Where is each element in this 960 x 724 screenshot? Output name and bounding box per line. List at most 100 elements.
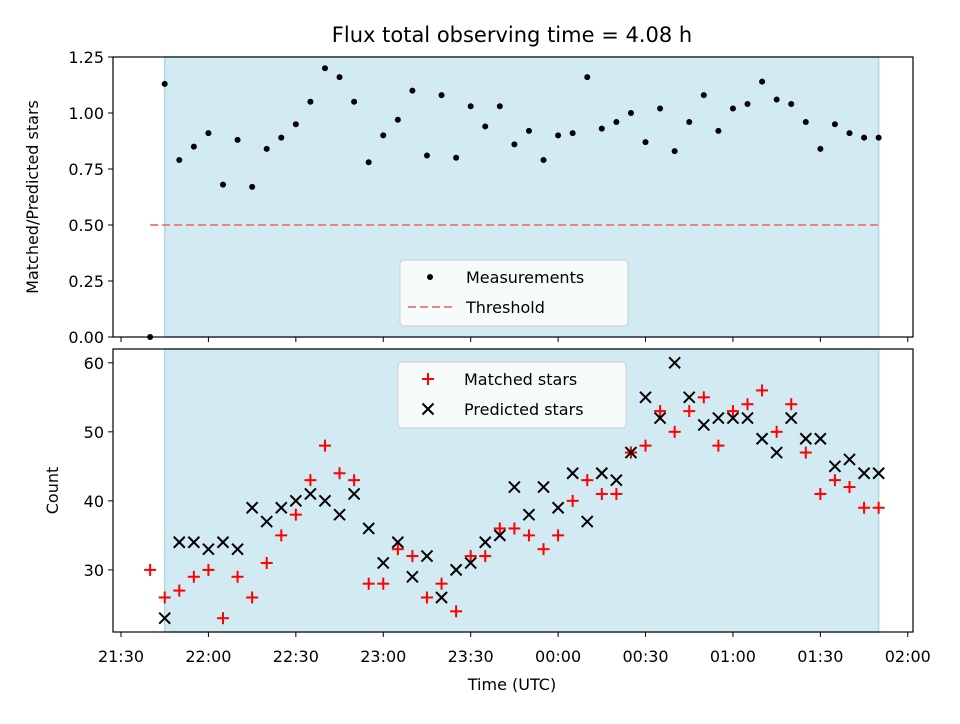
matched-point [537,543,550,556]
matched-point [595,487,608,500]
matched-point [522,529,535,542]
measurement-point [234,136,241,143]
measurement-point [249,183,256,190]
measurement-point [278,134,285,141]
matched-point [712,439,725,452]
x-axis-label: Time (UTC) [467,675,556,694]
matched-point [216,612,229,625]
matched-point [420,591,433,604]
predicted-point [231,542,244,556]
measurement-point [759,78,766,85]
matched-point [872,501,885,514]
y-tick-label: 0.75 [68,160,104,179]
measurement-point [657,105,664,112]
measurement-point [700,92,707,99]
y-tick-label: 50 [84,423,104,442]
legend-marker-matched [422,373,434,385]
measurement-point [540,157,547,164]
x-tick-label: 23:30 [448,647,494,666]
x-tick-label: 21:30 [98,647,144,666]
matched-point [377,577,390,590]
legend-marker-measurements [427,274,433,280]
predicted-point [216,536,230,549]
measurement-point [788,101,795,108]
matched-point [246,591,259,604]
predicted-point [391,536,405,549]
predicted-point [449,563,463,577]
measurement-point [846,130,853,137]
measurement-point [613,118,620,125]
measurement-point [555,132,562,139]
measurement-point [642,139,649,146]
matched-point [348,474,361,487]
legend-marker-predicted [421,402,435,416]
matched-point [318,439,331,452]
matched-point [508,522,521,535]
measurement-point [467,103,474,110]
measurement-point [802,118,809,125]
predicted-point [260,515,273,528]
matched-point [479,550,492,563]
measurement-point [671,148,678,155]
measurement-point [453,154,460,161]
figure-title: Flux total observing time = 4.08 h [332,23,692,47]
matched-point [566,494,579,507]
measurement-point [584,74,591,81]
matched-point [158,591,171,604]
measurement-point [511,141,518,148]
matched-point [289,508,302,521]
top-panel: 0.00 0.25 0.50 0.75 1.00 1.25 Matched/Predicte… [23,48,914,347]
measurement-point [190,143,197,150]
predicted-point [187,536,201,549]
y-tick-label: 0.00 [68,328,104,347]
predicted-point [712,411,725,425]
predicted-point [683,391,696,404]
predicted-point [362,522,375,535]
matched-point [275,529,288,542]
predicted-point [435,591,448,604]
predicted-point [304,487,317,501]
legend-label: Threshold [465,298,545,317]
measurement-point [380,132,387,139]
matched-point [726,405,739,418]
x-tick-label: 00:30 [622,647,668,666]
measurement-point [598,125,605,132]
legend-box [397,361,627,429]
predicted-point [566,467,579,480]
measurement-point [525,127,532,134]
matched-point [435,577,448,590]
matched-point [697,391,710,404]
predicted-point [624,446,638,459]
matched-point [202,563,215,576]
predicted-point [785,411,798,425]
predicted-point [755,432,769,445]
matched-point [741,398,754,411]
predicted-point [202,542,215,556]
predicted-point [464,556,477,570]
measurement-point [321,65,328,72]
predicted-point [289,494,303,508]
x-tick-label: 01:00 [710,647,756,666]
matched-point [770,425,783,438]
measurement-point [263,145,270,152]
predicted-point [537,480,550,494]
predicted-point [522,508,536,521]
predicted-point [653,411,667,425]
x-tick-label: 22:30 [273,647,319,666]
predicted-point [551,501,565,514]
measurement-point [409,87,416,94]
matched-point [814,487,827,500]
matched-point [144,563,157,576]
y-tick-label: 1.25 [68,48,104,67]
y-tick-label: 0.25 [68,272,104,291]
measurement-point [686,118,693,125]
matched-point [639,439,652,452]
predicted-point [508,480,521,494]
matched-point [450,605,463,618]
predicted-point [406,570,419,583]
y-axis-label: Matched/Predicted stars [23,100,42,294]
y-axis-label: Count [43,467,62,515]
x-tick-label: 22:00 [185,647,231,666]
predicted-point [639,391,652,404]
